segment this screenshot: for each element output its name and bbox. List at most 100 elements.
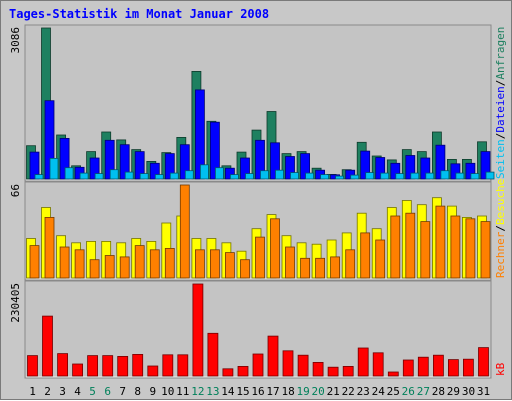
bar-rechner-day-6: [104, 255, 115, 279]
bar-dateien-day-10: [164, 153, 175, 180]
legend-separator: /: [494, 225, 507, 232]
bar-dateien-day-8: [134, 151, 145, 180]
bar-dateien-day-1: [29, 151, 40, 180]
bar-dateien-day-17: [270, 142, 280, 180]
bar-seiten-day-9: [154, 174, 164, 180]
x-tick-label-day-12: 12: [191, 385, 204, 398]
bar-kb-day-10: [162, 354, 174, 377]
bar-rechner-day-9: [149, 249, 160, 279]
x-tick-label-day-27: 27: [417, 385, 430, 398]
bar-kb-day-19: [297, 354, 309, 377]
bar-dateien-day-6: [104, 139, 115, 180]
bar-seiten-day-16: [260, 170, 269, 180]
bar-seiten-day-18: [290, 172, 299, 180]
bar-seiten-day-10: [169, 172, 179, 180]
bar-kb-day-29: [447, 359, 459, 377]
bar-kb-day-14: [222, 368, 234, 377]
legend-entry-besuche: Besuche: [494, 179, 507, 225]
bar-kb-day-27: [417, 356, 429, 377]
bar-kb-day-3: [57, 353, 68, 377]
bar-kb-day-22: [342, 365, 354, 377]
bar-seiten-day-27: [425, 172, 435, 180]
bar-rechner-day-31: [480, 221, 491, 279]
bar-kb-day-1: [27, 355, 38, 377]
legend-entry-anfragen: Anfragen: [494, 27, 507, 80]
bar-seiten-day-14: [229, 174, 239, 180]
legend-requests: Seiten/Dateien/Anfragen: [494, 27, 507, 179]
bar-seiten-day-20: [320, 174, 330, 180]
bar-kb-day-21: [327, 366, 339, 377]
bar-kb-day-30: [462, 358, 474, 377]
x-tick-label-day-17: 17: [266, 385, 279, 398]
bar-rechner-day-23: [360, 232, 371, 279]
bar-rechner-day-20: [315, 257, 326, 279]
bar-rechner-day-28: [435, 205, 446, 279]
bar-dateien-day-7: [119, 144, 130, 180]
bar-dateien-day-22: [345, 169, 356, 180]
bar-dateien-day-2: [44, 100, 55, 180]
x-tick-label-day-19: 19: [296, 385, 309, 398]
bar-kb-day-24: [372, 352, 384, 377]
x-tick-label-day-10: 10: [161, 385, 174, 398]
bar-dateien-day-19: [300, 153, 311, 180]
x-tick-label-day-21: 21: [327, 385, 340, 398]
x-tick-label-day-18: 18: [281, 385, 294, 398]
x-tick-label-day-4: 4: [74, 385, 81, 398]
x-tick-label-day-5: 5: [89, 385, 96, 398]
bar-kb-day-2: [42, 315, 53, 377]
bar-kb-day-12: [192, 283, 204, 377]
bar-seiten-day-5: [94, 173, 104, 180]
x-tick-label-day-8: 8: [134, 385, 141, 398]
bar-dateien-day-27: [420, 157, 431, 180]
bar-kb-day-16: [252, 353, 264, 377]
bar-kb-day-23: [357, 347, 369, 377]
bar-dateien-day-23: [360, 150, 371, 180]
bar-rechner-day-4: [74, 249, 85, 279]
bar-kb-day-8: [132, 353, 144, 377]
bar-kb-day-26: [402, 359, 414, 377]
bar-rechner-day-21: [330, 256, 341, 279]
bar-rechner-day-10: [164, 247, 175, 279]
bar-kb-day-6: [102, 355, 114, 377]
x-tick-label-day-7: 7: [119, 385, 126, 398]
x-tick-label-day-22: 22: [342, 385, 355, 398]
bar-kb-day-9: [147, 365, 159, 377]
x-tick-label-day-31: 31: [477, 385, 490, 398]
bar-seiten-day-2: [49, 157, 59, 180]
bar-seiten-day-26: [410, 172, 420, 180]
bar-rechner-day-7: [119, 256, 130, 279]
bar-kb-day-15: [237, 365, 249, 377]
bar-seiten-day-31: [485, 171, 495, 180]
x-tick-label-day-20: 20: [311, 385, 324, 398]
bar-rechner-day-18: [285, 246, 295, 279]
x-tick-label-day-26: 26: [402, 385, 415, 398]
legend-visits: Rechner/Besuche: [494, 179, 507, 278]
bar-seiten-day-28: [440, 170, 450, 180]
x-tick-label-day-11: 11: [176, 385, 189, 398]
bar-seiten-day-7: [124, 171, 134, 180]
bar-seiten-day-17: [275, 169, 284, 180]
bar-dateien-day-29: [450, 163, 461, 180]
bar-dateien-day-11: [179, 144, 190, 180]
bar-rechner-day-29: [450, 215, 461, 279]
x-tick-label-day-2: 2: [44, 385, 51, 398]
legend-entry-rechner: Rechner: [494, 231, 507, 278]
bar-rechner-day-2: [44, 216, 55, 279]
bar-rechner-day-11: [179, 184, 190, 279]
x-tick-label-day-30: 30: [462, 385, 475, 398]
bar-kb-day-4: [72, 363, 83, 377]
bar-kb-day-18: [282, 350, 294, 377]
bar-dateien-day-14: [224, 167, 235, 180]
bar-seiten-day-21: [335, 175, 345, 180]
x-tick-label-day-25: 25: [387, 385, 400, 398]
bar-kb-day-13: [207, 332, 219, 377]
y-max-label-requests: 3086: [9, 27, 22, 54]
bar-dateien-day-30: [465, 162, 476, 180]
bar-seiten-day-12: [199, 164, 209, 180]
bar-dateien-day-26: [405, 155, 416, 180]
legend-entry-dateien: Dateien: [494, 86, 507, 132]
bar-dateien-day-3: [59, 137, 70, 180]
legend-separator: /: [494, 133, 507, 140]
x-tick-label-day-15: 15: [236, 385, 249, 398]
